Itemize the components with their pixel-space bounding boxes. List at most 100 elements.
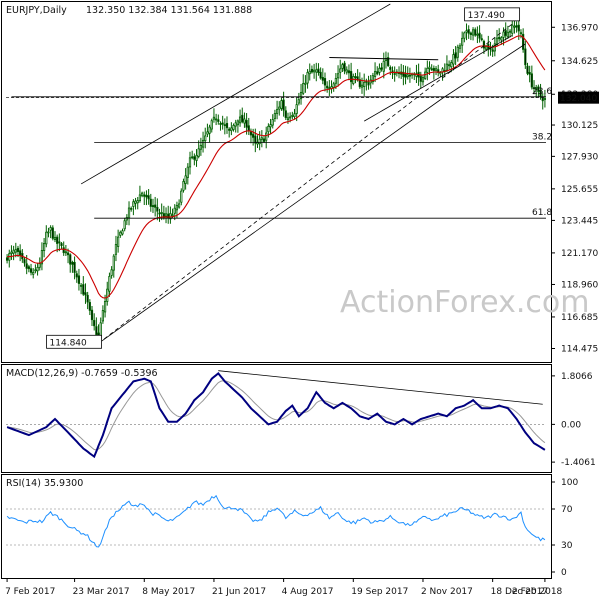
candle (284, 106, 287, 121)
candle-body (66, 252, 70, 256)
candle (310, 65, 314, 74)
candle-body (73, 261, 76, 273)
candle (106, 281, 109, 306)
candle-body (217, 119, 220, 122)
candle (339, 59, 342, 79)
candle-body (319, 71, 322, 79)
candle (508, 29, 512, 38)
candle (123, 217, 126, 232)
candle-body (154, 204, 157, 208)
header-symbol: EURJPY,Daily (6, 5, 67, 16)
candle-body (321, 76, 324, 81)
candle (448, 60, 451, 70)
candle (210, 118, 213, 133)
price-tick-label: 123.445 (561, 216, 598, 226)
candle (60, 242, 63, 249)
price-tick-label: 136.970 (561, 23, 598, 33)
candle (313, 63, 316, 79)
candle (241, 107, 244, 124)
price-tick-label: 125.655 (561, 185, 598, 195)
candle-body (367, 82, 370, 86)
candle-body (358, 79, 361, 88)
candle (319, 67, 322, 80)
candle (132, 199, 135, 216)
candle (258, 131, 261, 151)
candle (173, 204, 176, 221)
candle-body (225, 122, 229, 129)
candle (262, 135, 266, 144)
candle-body (199, 145, 202, 150)
candle-body (132, 201, 135, 207)
candle (69, 253, 72, 273)
candle (430, 64, 433, 71)
watermark: ActionForex.com (340, 285, 589, 320)
candle-body (106, 288, 109, 302)
candle (291, 111, 294, 120)
candle (221, 115, 224, 130)
candle (154, 196, 157, 217)
candle-body (273, 113, 277, 119)
candle (299, 83, 303, 105)
candle (180, 188, 183, 206)
candle (56, 234, 59, 253)
candle (530, 65, 533, 90)
candle (169, 206, 172, 224)
candle-body (426, 67, 429, 73)
candle (14, 242, 17, 258)
candle (206, 123, 209, 138)
candle (306, 69, 309, 89)
candle-body (219, 123, 222, 125)
candle-body (539, 90, 542, 97)
candle-body (304, 82, 307, 85)
candle-body (62, 247, 65, 254)
price-tick-label: 114.475 (561, 345, 598, 355)
candle-body (511, 24, 514, 34)
high-price-label-text: 137.490 (468, 11, 505, 21)
channel-support-line (98, 97, 443, 344)
candle-body (77, 275, 81, 284)
candle (295, 97, 298, 122)
candle (334, 72, 337, 89)
candle (101, 305, 104, 324)
candle (5, 254, 9, 264)
candle (236, 119, 239, 133)
candle (112, 254, 115, 278)
candle-body (249, 131, 253, 136)
candle (243, 112, 246, 128)
candle-body (143, 194, 146, 197)
candle-body (280, 100, 283, 109)
candle-body (36, 267, 39, 272)
candle (537, 84, 540, 97)
candle (167, 205, 170, 224)
candle-body (445, 63, 449, 71)
candle-body (90, 309, 94, 321)
channel-resistance-line (80, 3, 391, 185)
candle-body (515, 25, 518, 28)
candle-body (191, 156, 194, 159)
candle (125, 214, 128, 226)
candle-body (332, 83, 335, 88)
candle-body (295, 104, 298, 114)
candle (143, 191, 146, 206)
macd-title: MACD(12,26,9) -0.7659 -0.5396 (6, 368, 158, 379)
candle (458, 43, 462, 53)
candle-body (284, 110, 287, 119)
candle-body (421, 77, 425, 83)
candle-body (302, 83, 305, 94)
candle (419, 71, 422, 89)
fib-level-label: 61.8 (532, 208, 552, 218)
low-price-label-box (46, 334, 102, 349)
candle-body (406, 74, 409, 78)
macd-panel-frame (1, 364, 552, 473)
candle-body (32, 271, 35, 275)
candle (434, 66, 438, 76)
candle-body (110, 269, 113, 276)
candle-body (323, 78, 327, 86)
candle-body (474, 29, 477, 36)
candle (426, 60, 429, 81)
candle-body (51, 227, 54, 239)
candle (36, 263, 39, 276)
candle-body (532, 87, 536, 90)
candle (526, 62, 529, 76)
candle-body (108, 275, 111, 292)
